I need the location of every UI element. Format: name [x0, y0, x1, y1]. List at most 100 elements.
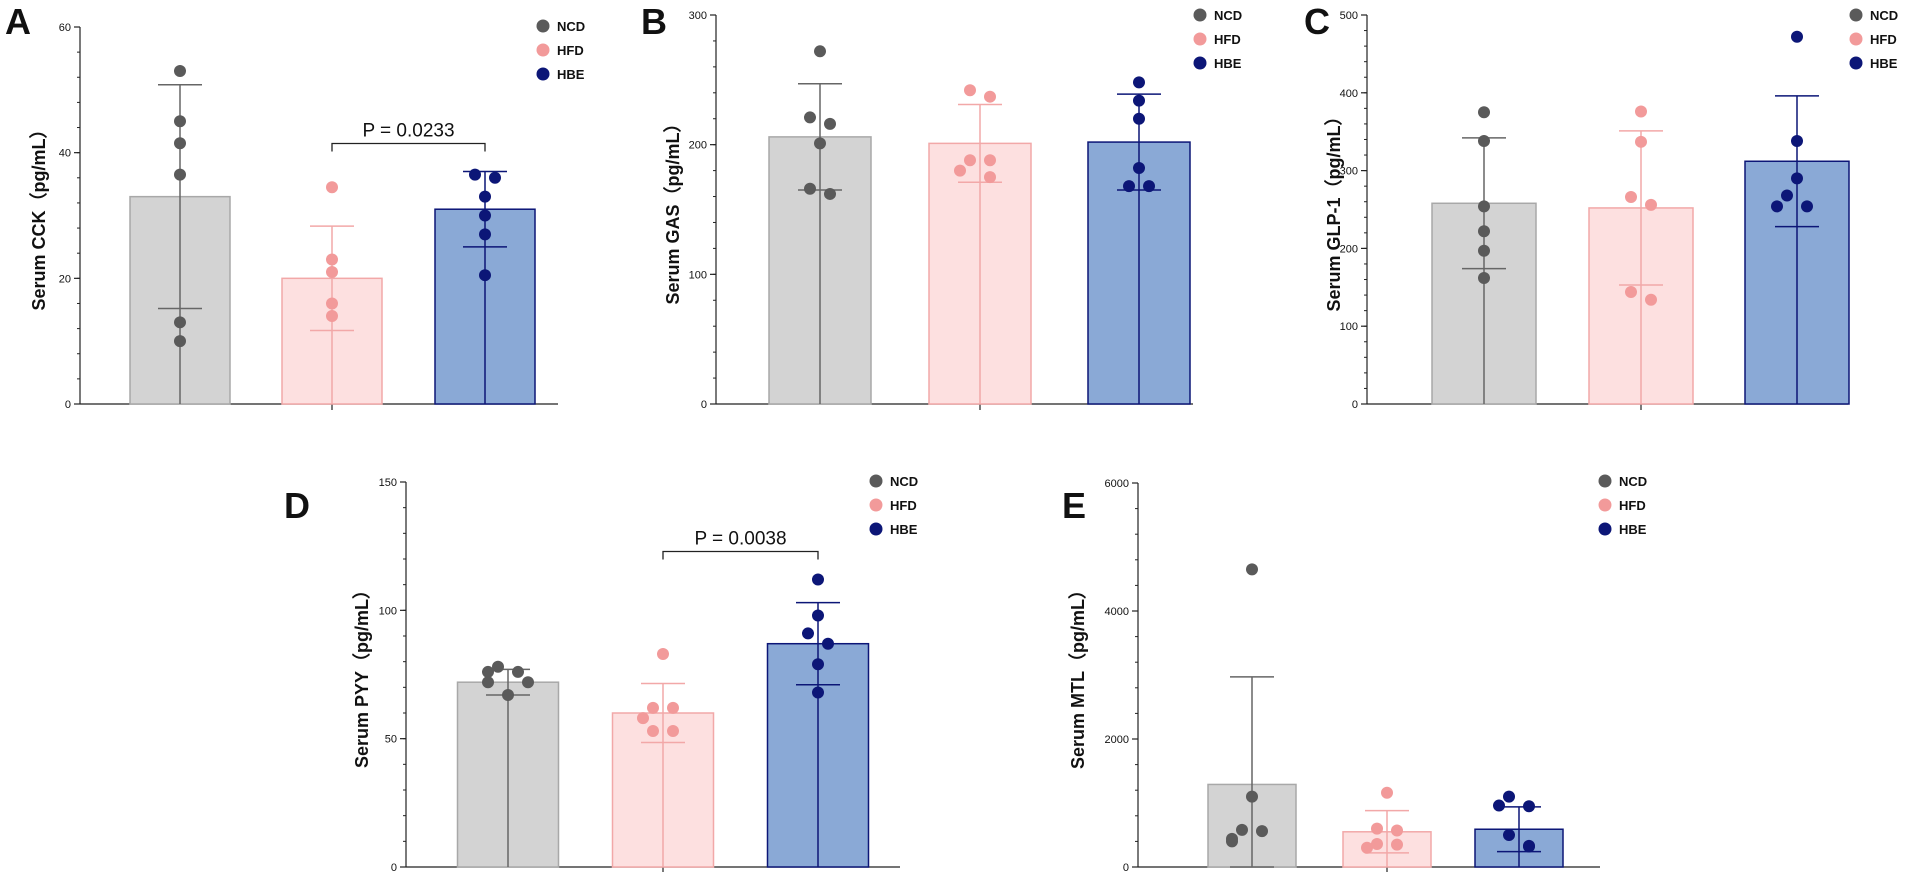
y-tick-label: 200 — [1340, 243, 1358, 255]
legend-label-hbe: HBE — [1214, 56, 1242, 71]
data-point-ncd — [174, 168, 186, 181]
y-tick-label: 200 — [689, 140, 707, 152]
significance-label: P = 0.0233 — [362, 121, 454, 142]
y-tick-label: 100 — [1340, 321, 1358, 333]
data-point-hbe — [479, 209, 491, 222]
y-tick-label: 0 — [1123, 862, 1129, 872]
data-point-hfd — [1625, 285, 1637, 298]
data-point-ncd — [814, 137, 826, 150]
legend-marker-ncd — [869, 474, 883, 488]
data-point-ncd — [1236, 823, 1248, 836]
data-point-hbe — [812, 658, 824, 671]
data-point-hfd — [1381, 786, 1393, 799]
y-tick-label: 20 — [59, 273, 71, 285]
legend-marker-hbe — [1598, 522, 1612, 536]
data-point-ncd — [1478, 106, 1490, 119]
data-point-hbe — [1781, 189, 1793, 202]
chart-panel-b: B Serum GAS（pg/mL） 0 100 200 300 NCD HFD HBE — [641, 1, 1242, 411]
y-tick-label: 0 — [65, 399, 71, 411]
data-point-hbe — [1523, 840, 1535, 853]
legend-label-hfd: HFD — [1870, 32, 1897, 47]
chart-panel-c: C Serum GLP-1（pg/mL） 0 100 200 300 400 500 NCD HF… — [1304, 1, 1898, 411]
data-point-hbe — [479, 269, 491, 282]
data-point-hfd — [1371, 822, 1383, 835]
chart-panel-e: E Serum MTL（pg/mL） 0 2000 4000 6000 NCD HFD HBE — [1062, 474, 1647, 872]
data-point-ncd — [804, 182, 816, 195]
legend-label-ncd: NCD — [1619, 474, 1647, 489]
data-point-hbe — [1123, 180, 1135, 193]
data-point-hfd — [647, 724, 659, 737]
data-point-hfd — [1371, 837, 1383, 850]
significance-bracket — [331, 142, 486, 152]
data-point-hbe — [1791, 172, 1803, 185]
data-point-ncd — [512, 665, 524, 678]
y-tick-label: 500 — [1340, 10, 1358, 22]
data-point-hbe — [1503, 829, 1515, 841]
significance-label: P = 0.0038 — [694, 529, 786, 550]
data-point-hbe — [469, 168, 481, 181]
y-axis-label: Serum GAS（pg/mL） — [663, 114, 683, 304]
data-point-hbe — [822, 637, 834, 650]
data-point-hfd — [964, 154, 976, 167]
y-tick-label: 400 — [1340, 88, 1358, 100]
legend-label-ncd: NCD — [557, 19, 585, 34]
data-point-ncd — [174, 115, 186, 128]
data-point-ncd — [174, 316, 186, 329]
data-point-hfd — [326, 310, 338, 323]
y-axis-label: Serum MTL（pg/mL） — [1068, 581, 1088, 769]
chart-panel-d: D Serum PYY（pg/mL） 0 50 100 150 P = 0.0038 NCD H… — [284, 474, 918, 872]
legend-marker-ncd — [1849, 8, 1863, 22]
data-point-ncd — [174, 335, 186, 348]
y-tick-label: 50 — [385, 734, 397, 746]
data-point-ncd — [1478, 200, 1490, 213]
data-point-hbe — [1143, 180, 1155, 193]
legend-label-hbe: HBE — [890, 522, 918, 537]
legend-label-ncd: NCD — [1214, 8, 1242, 23]
data-point-hfd — [326, 297, 338, 310]
y-tick-label: 40 — [59, 148, 71, 160]
data-point-ncd — [1246, 563, 1258, 576]
data-point-hbe — [812, 573, 824, 586]
data-point-hbe — [489, 171, 501, 184]
data-point-ncd — [482, 665, 494, 678]
significance-bracket — [662, 550, 819, 560]
data-point-hbe — [1503, 790, 1515, 803]
data-point-hbe — [479, 190, 491, 203]
y-axis-label: Serum GLP-1（pg/mL） — [1324, 107, 1344, 311]
data-point-hbe — [812, 686, 824, 699]
data-point-ncd — [1226, 835, 1238, 848]
data-point-hfd — [1391, 838, 1403, 851]
data-point-hbe — [1771, 200, 1783, 213]
data-point-ncd — [824, 187, 836, 200]
data-point-ncd — [492, 660, 504, 673]
legend-label-hfd: HFD — [557, 43, 584, 58]
panel-letter: A — [5, 1, 31, 42]
data-point-hbe — [1133, 112, 1145, 125]
data-point-ncd — [1246, 790, 1258, 803]
data-point-hfd — [984, 90, 996, 103]
data-point-hfd — [647, 701, 659, 714]
panel-letter: D — [284, 485, 310, 526]
y-tick-label: 300 — [689, 10, 707, 22]
legend-marker-hfd — [536, 43, 550, 57]
data-point-hfd — [1635, 105, 1647, 118]
data-point-hfd — [954, 164, 966, 177]
data-point-ncd — [1478, 244, 1490, 257]
y-tick-label: 4000 — [1105, 606, 1129, 618]
data-point-ncd — [522, 676, 534, 689]
panel-letter: B — [641, 1, 667, 42]
legend-marker-hbe — [536, 67, 550, 81]
legend-label-hbe: HBE — [1870, 56, 1898, 71]
legend-marker-hbe — [869, 522, 883, 536]
legend-marker-hbe — [1849, 56, 1863, 70]
data-point-hbe — [1133, 162, 1145, 175]
legend-marker-ncd — [536, 19, 550, 33]
data-point-ncd — [174, 64, 186, 77]
y-axis-label: Serum PYY（pg/mL） — [352, 581, 372, 768]
data-point-hbe — [1791, 30, 1803, 43]
data-point-ncd — [824, 117, 836, 130]
legend-label-hfd: HFD — [1619, 498, 1646, 513]
legend-label-hfd: HFD — [890, 498, 917, 513]
legend-marker-ncd — [1598, 474, 1612, 488]
data-point-hbe — [479, 228, 491, 241]
